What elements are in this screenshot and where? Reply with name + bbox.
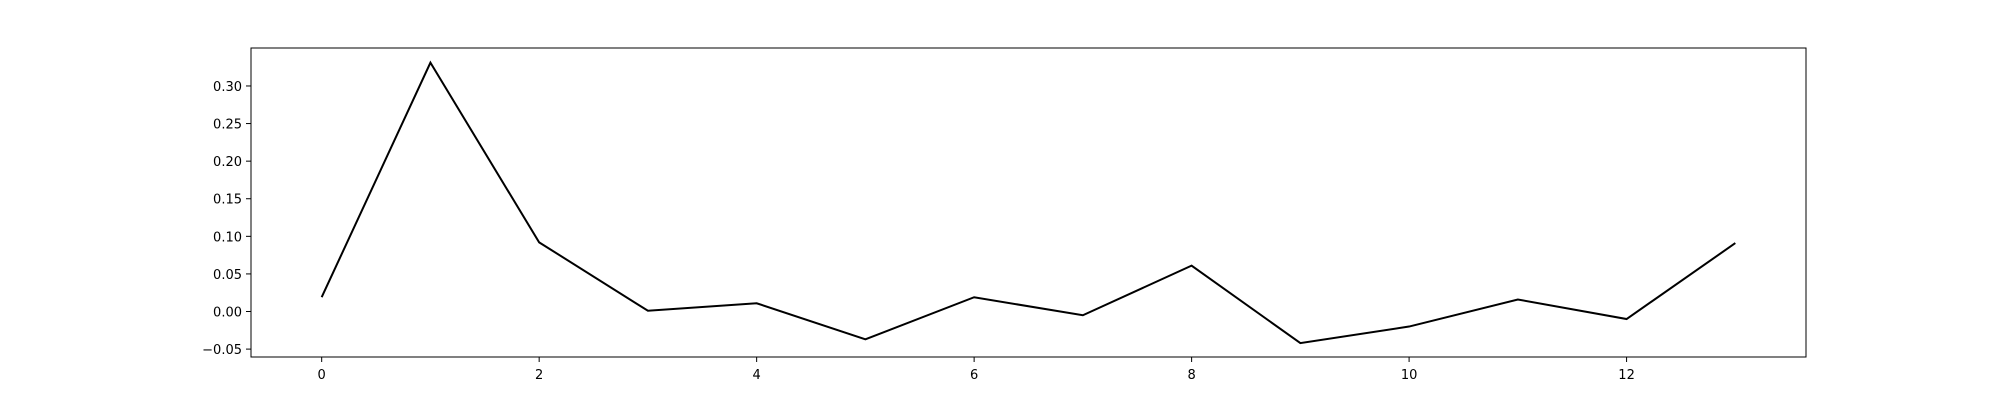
x-tick-label: 0	[318, 368, 326, 383]
y-tick-label: 0.20	[213, 155, 242, 170]
y-tick-label: 0.10	[213, 230, 242, 245]
plot-frame	[250, 47, 1807, 358]
plot-area	[320, 60, 1736, 345]
y-tick-label: −0.05	[202, 343, 242, 358]
y-tick-label: 0.00	[213, 306, 242, 321]
y-tick-label: 0.30	[213, 80, 242, 95]
axes: 0 2 4 6 8 10 12 −0.05 0.00 0.05 0.10 0.15 0.20 0.25 0.…	[202, 47, 1807, 383]
x-tick-label: 2	[535, 368, 543, 383]
x-tick-label: 6	[970, 368, 978, 383]
series-line-0	[320, 60, 1736, 345]
y-tick-label: 0.05	[213, 268, 242, 283]
y-tick-label: 0.25	[213, 118, 242, 133]
x-tick-label: 12	[1618, 368, 1635, 383]
x-tick-label: 4	[753, 368, 761, 383]
y-tick-label: 0.15	[213, 193, 242, 208]
x-tick-label: 10	[1401, 368, 1418, 383]
x-tick-label: 8	[1187, 368, 1195, 383]
